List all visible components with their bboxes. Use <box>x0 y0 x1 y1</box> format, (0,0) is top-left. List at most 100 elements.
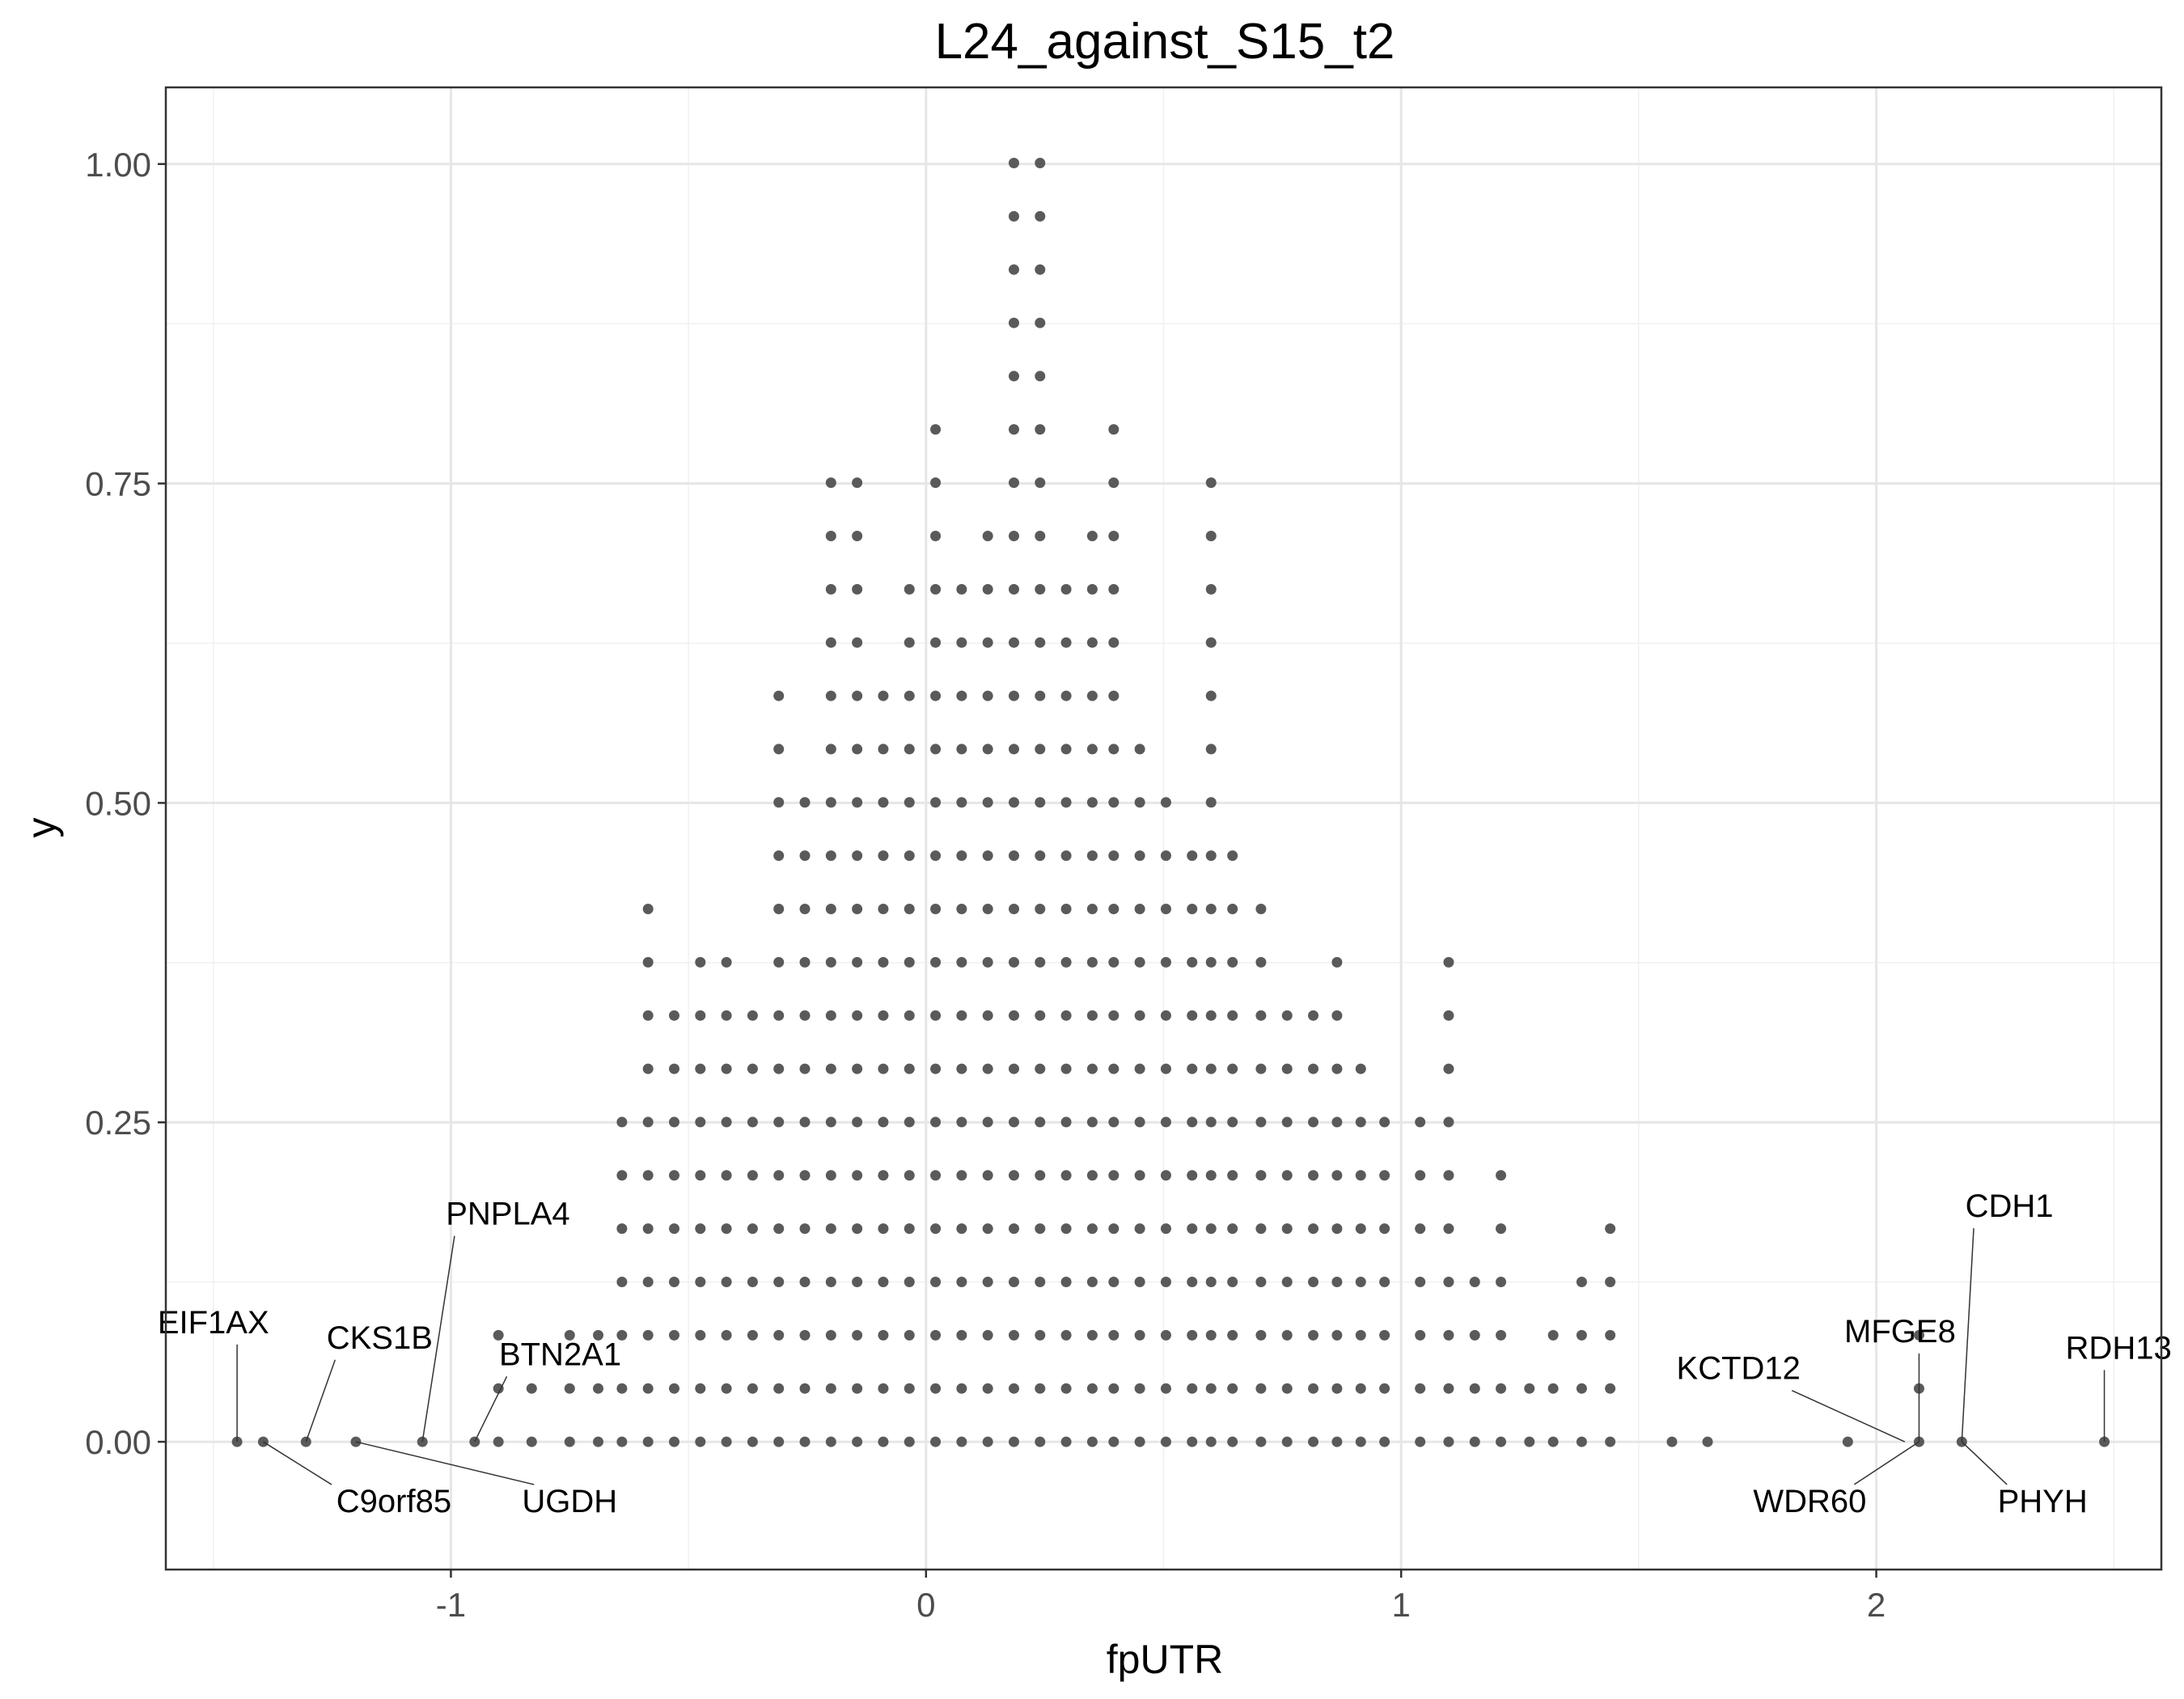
data-point <box>1255 1170 1267 1181</box>
data-point <box>1576 1383 1587 1394</box>
data-point <box>1355 1170 1366 1181</box>
data-point <box>799 956 811 968</box>
data-point <box>1415 1383 1426 1394</box>
data-point <box>1469 1329 1480 1341</box>
data-point <box>1008 690 1019 701</box>
data-point <box>825 1436 836 1447</box>
data-point <box>773 1116 785 1128</box>
data-point <box>1308 1276 1319 1287</box>
data-point <box>1086 744 1098 755</box>
data-point <box>1205 1436 1217 1447</box>
data-point <box>1281 1116 1293 1128</box>
data-point <box>1205 1329 1217 1341</box>
data-point <box>852 530 863 541</box>
data-point <box>1605 1383 1616 1394</box>
gene-label: RDH13 <box>2066 1330 2172 1366</box>
data-point <box>799 1170 811 1181</box>
gene-label: PHYH <box>1998 1484 2088 1519</box>
data-point <box>1108 1170 1120 1181</box>
data-point <box>1035 1170 1046 1181</box>
data-point <box>1205 797 1217 808</box>
data-point <box>799 1010 811 1021</box>
data-point <box>1524 1383 1535 1394</box>
data-point <box>904 1329 915 1341</box>
data-point <box>1187 1116 1198 1128</box>
data-point <box>1255 1383 1267 1394</box>
data-point <box>526 1436 537 1447</box>
data-point <box>1355 1276 1366 1287</box>
data-point <box>982 1329 993 1341</box>
data-point <box>1496 1436 1507 1447</box>
data-point <box>1008 1170 1019 1181</box>
data-point <box>1160 956 1171 968</box>
data-point <box>1035 1063 1046 1074</box>
data-point <box>930 1276 942 1287</box>
data-point <box>773 1329 785 1341</box>
data-point <box>642 956 654 968</box>
data-point <box>1108 1329 1120 1341</box>
data-point <box>1134 850 1145 862</box>
data-point <box>1576 1276 1587 1287</box>
data-point <box>695 1063 706 1074</box>
data-point <box>593 1329 604 1341</box>
data-point <box>1443 1436 1454 1447</box>
data-point <box>1160 797 1171 808</box>
data-point <box>799 903 811 914</box>
y-tick-label: 0.50 <box>85 784 151 822</box>
data-point <box>982 850 993 862</box>
gene-label: UGDH <box>522 1484 617 1519</box>
data-point <box>1415 1223 1426 1235</box>
data-point <box>930 850 942 862</box>
data-point <box>1060 956 1072 968</box>
data-point <box>1379 1116 1390 1128</box>
data-point <box>852 477 863 489</box>
data-point <box>930 1063 942 1074</box>
data-point <box>642 1276 654 1287</box>
data-point <box>1108 1383 1120 1394</box>
data-point <box>747 1329 758 1341</box>
data-point <box>1227 1383 1238 1394</box>
data-point <box>1443 1276 1454 1287</box>
data-point <box>1035 1436 1046 1447</box>
data-point <box>904 583 915 595</box>
data-point <box>1331 1170 1343 1181</box>
data-point <box>1227 1436 1238 1447</box>
data-point <box>1086 1010 1098 1021</box>
data-point <box>1060 1010 1072 1021</box>
data-point <box>1605 1223 1616 1235</box>
data-point <box>1008 1276 1019 1287</box>
data-point <box>1035 956 1046 968</box>
data-point <box>1035 424 1046 435</box>
data-point <box>1108 637 1120 648</box>
data-point <box>930 424 942 435</box>
data-point <box>1415 1116 1426 1128</box>
data-point <box>1134 1063 1145 1074</box>
data-point <box>1227 956 1238 968</box>
data-point <box>1035 850 1046 862</box>
data-point <box>982 797 993 808</box>
data-point <box>852 1383 863 1394</box>
data-point <box>982 1276 993 1287</box>
data-point <box>878 1223 889 1235</box>
data-point <box>930 583 942 595</box>
data-point <box>1134 797 1145 808</box>
data-point <box>956 1329 967 1341</box>
data-point <box>1205 1010 1217 1021</box>
data-point <box>1008 477 1019 489</box>
data-point <box>1281 1329 1293 1341</box>
data-point <box>1035 1329 1046 1341</box>
data-point <box>668 1383 679 1394</box>
data-point <box>1060 690 1072 701</box>
data-point <box>982 744 993 755</box>
data-point <box>695 1010 706 1021</box>
data-point <box>616 1436 628 1447</box>
data-point <box>564 1329 575 1341</box>
data-point <box>930 903 942 914</box>
data-point <box>1227 1116 1238 1128</box>
data-point <box>642 1063 654 1074</box>
data-point <box>1134 1170 1145 1181</box>
data-point <box>956 797 967 808</box>
data-point <box>668 1223 679 1235</box>
data-point <box>1605 1329 1616 1341</box>
data-point <box>1035 583 1046 595</box>
